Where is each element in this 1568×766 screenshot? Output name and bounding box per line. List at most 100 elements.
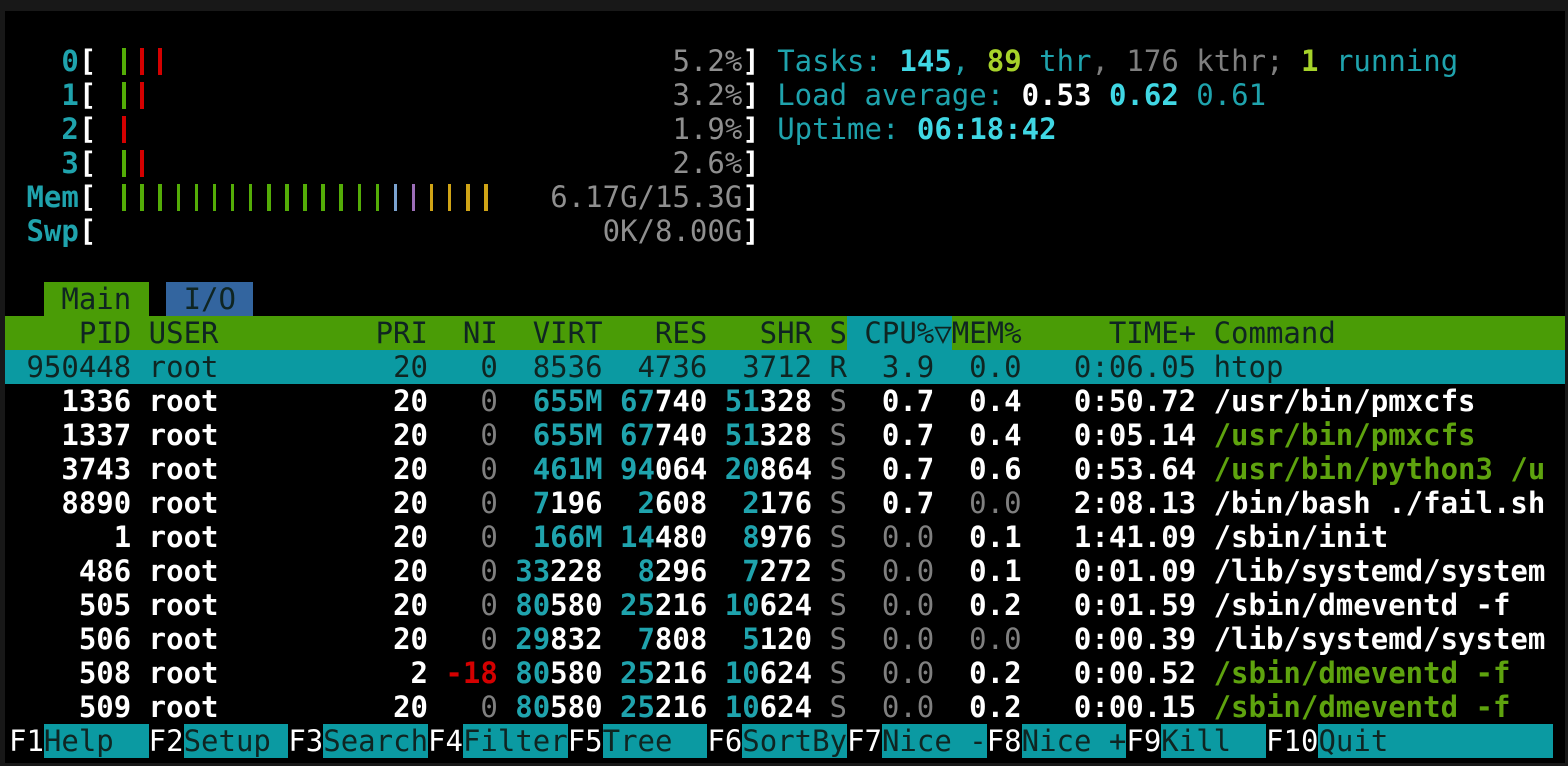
text-segment: root (148, 656, 219, 690)
column-header-cmd[interactable]: Command (1213, 316, 1336, 350)
meter-tick-green (375, 183, 380, 211)
cell-cpu: 0.7 (847, 452, 934, 486)
meter-tick-green (212, 183, 217, 211)
text-segment: 0.4 (969, 384, 1022, 418)
text-segment: 1336 (61, 384, 132, 418)
process-row[interactable]: 486 root 20 0 33228 8296 7272 S 0.0 0.1 0:01.09/li… (5, 554, 1565, 588)
text-segment: 0.7 (881, 452, 935, 486)
cell-shr: 10624 (707, 656, 812, 690)
cell-user: root (131, 384, 358, 418)
cell-sort (934, 520, 951, 554)
cell-virt: 33228 (498, 554, 602, 588)
fkey-setup[interactable]: F2 Setup (149, 724, 289, 758)
cpu-meter-2-bar: 1.9% (96, 112, 742, 146)
cell-virt: 7196 (498, 486, 603, 520)
fkey-tree[interactable]: F5 Tree (568, 724, 708, 758)
cell-mem: 0.1 (952, 520, 1021, 554)
column-header-pri[interactable]: PRI (375, 316, 428, 350)
text-segment: 7 (637, 622, 655, 656)
column-header-time[interactable]: TIME+ (1108, 316, 1197, 350)
fkey-nice-[interactable]: F8 Nice + (987, 724, 1127, 758)
process-row[interactable]: 1336 root 20 0 655M 67740 51328 S 0.7 0.4 0:50.72/… (5, 384, 1565, 418)
tab-io[interactable]: I/O (166, 282, 254, 316)
cell-sort (934, 656, 951, 690)
column-header-user[interactable]: USER (148, 316, 219, 350)
text-segment: 20 (393, 486, 428, 520)
cell-time: 0:06.05 (1022, 350, 1197, 384)
text-segment: S (829, 418, 847, 452)
cell-res: 14480 (603, 520, 707, 554)
fkey-label: SortBy (742, 724, 848, 758)
cell-shr: 10624 (707, 588, 812, 622)
column-header-pid[interactable]: PID (78, 316, 132, 350)
text-segment: 2 (410, 656, 428, 690)
process-row[interactable]: 8890 root 20 0 7196 2608 2176 S 0.7 0.0 2:08.13/bi… (5, 486, 1565, 520)
text-segment: 25 (620, 656, 655, 690)
meter-close-bracket: ] (742, 112, 760, 146)
column-header-s[interactable]: S (829, 316, 847, 350)
text-segment: 0.0 (881, 622, 935, 656)
column-header-mem[interactable]: MEM% (951, 316, 1022, 350)
fkey-sortby[interactable]: F6 SortBy (707, 724, 848, 758)
process-row[interactable]: 509 root 20 0 80580 25216 10624 S 0.0 0.2 0:00.15/… (5, 690, 1565, 724)
fkey-key: F1 (9, 724, 44, 758)
text-segment: root (148, 486, 219, 520)
fkey-key: F9 (1126, 724, 1162, 758)
cell-pri: 20 (358, 554, 428, 588)
cell-pri: 20 (358, 350, 428, 384)
memory-meter-bar: 6.17G/15.3G (96, 180, 742, 214)
process-row[interactable]: 1337 root 20 0 655M 67740 51328 S 0.7 0.4 0:05.14/… (5, 418, 1565, 452)
cell-res: 4736 (603, 350, 707, 384)
text-segment: 0:06.05 (1073, 350, 1197, 384)
text-segment: S (829, 384, 847, 418)
text-segment: 0.4 (969, 418, 1022, 452)
cpu-meter-0-value: 5.2% (672, 44, 743, 78)
cell-virt: 80580 (498, 690, 602, 724)
process-row[interactable]: 3743 root 20 0 461M 94064 20864 S 0.7 0.6 0:53.64/… (5, 452, 1565, 486)
text-segment: root (148, 690, 219, 724)
cpu-meter-3-label: 3 (61, 146, 79, 180)
process-row[interactable]: 506 root 20 0 29832 7808 5120 S 0.0 0.0 0:00.39/li… (5, 622, 1565, 656)
text-segment: 10 (724, 690, 760, 724)
text-segment: /usr/bin/pmxcfs (1213, 384, 1476, 418)
cpu-meter-1-label: 1 (61, 78, 79, 112)
cell-time: 2:08.13 (1022, 486, 1196, 520)
meter-tick-green (122, 149, 126, 177)
text-segment: 0.0 (969, 486, 1022, 520)
cell-pid: 505 (9, 588, 131, 622)
cell-ni: 0 (428, 486, 497, 520)
fkey-quit[interactable]: F10 Quit (1266, 724, 1553, 758)
meter-tick-green (194, 183, 199, 211)
column-header-ni[interactable]: NI (462, 316, 498, 350)
fkey-help[interactable]: F1 Help (9, 724, 149, 758)
text-segment: 20 (393, 690, 428, 724)
text-segment: 655M (532, 384, 603, 418)
cpu-meter-1: 1[3.2%] Load average: 0.53 0.62 0.61 (5, 78, 1565, 112)
text-segment: 20 (393, 588, 428, 622)
fkey-nice-[interactable]: F7 Nice - (847, 724, 987, 758)
cell-sort (934, 384, 951, 418)
fkey-filter[interactable]: F4 Filter (428, 724, 568, 758)
process-row[interactable]: 505 root 20 0 80580 25216 10624 S 0.0 0.2 0:01.59/… (5, 588, 1565, 622)
text-segment: 0.2 (969, 690, 1022, 724)
cell-s: S (812, 554, 847, 588)
fkey-label: Tree (602, 724, 708, 758)
process-row[interactable]: 1 root 20 0 166M 14480 8976 S 0.0 0.1 1:41.09/sbin… (5, 520, 1565, 554)
swap-meter-label: Swp (26, 214, 79, 248)
text-segment: /sbin/dmeventd -f (1213, 656, 1511, 690)
text-segment: S (829, 622, 847, 656)
fkey-kill[interactable]: F9 Kill (1126, 724, 1267, 758)
text-segment: -18 (445, 656, 498, 690)
cell-sort (934, 690, 951, 724)
process-row[interactable]: 950448 root 20 0 8536 4736 3712 R 3.9 0.0 0:06.05 h… (5, 350, 1565, 384)
column-header-shr[interactable]: SHR (759, 316, 813, 350)
column-header-virt[interactable]: VIRT (532, 316, 603, 350)
tab-main[interactable]: Main (43, 282, 149, 316)
process-row[interactable]: 508 root 2 -18 80580 25216 10624 S 0.0 0.2 0:00.52… (5, 656, 1565, 690)
column-header-sort[interactable]: ▽ (934, 316, 952, 350)
fkey-search[interactable]: F3 Search (288, 724, 429, 758)
column-header-cpu[interactable]: CPU% (846, 316, 935, 350)
cell-sort (934, 622, 951, 656)
column-header-res[interactable]: RES (654, 316, 708, 350)
process-table-header: PID USER PRI NI VIRT RES SHR S CPU% ▽ MEM% TIME+ Com… (5, 316, 1565, 350)
